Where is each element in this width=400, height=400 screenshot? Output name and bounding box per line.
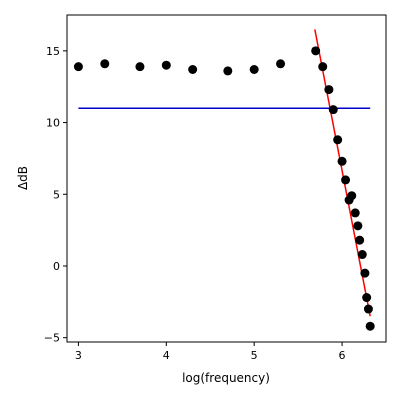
data-point: [161, 60, 171, 70]
data-point: [188, 65, 198, 74]
data-point: [318, 62, 328, 72]
data-point: [355, 235, 365, 245]
y-tick-label: 10: [46, 117, 60, 130]
data-point: [324, 85, 334, 95]
data-point: [365, 321, 375, 331]
x-tick-label: 4: [163, 349, 170, 362]
data-point: [276, 59, 286, 69]
data-point: [223, 66, 233, 76]
data-point: [353, 221, 363, 231]
data-point: [341, 175, 351, 185]
data-point: [333, 135, 343, 145]
y-axis-label: ΔdB: [16, 166, 30, 190]
data-point: [357, 250, 367, 260]
y-axis: −5 0 5 10 15: [44, 45, 67, 345]
x-tick-label: 5: [251, 349, 258, 362]
data-point: [311, 46, 321, 56]
plot-area: [73, 29, 375, 331]
y-tick-label: 0: [53, 260, 60, 273]
x-tick-label: 6: [339, 349, 346, 362]
x-axis: 3 4 5 6: [75, 342, 346, 362]
data-point: [100, 59, 110, 69]
x-axis-label: log(frequency): [182, 371, 270, 385]
data-point: [363, 304, 373, 314]
y-tick-label: −5: [44, 332, 60, 345]
x-tick-label: 3: [75, 349, 82, 362]
data-point: [337, 156, 347, 166]
data-point: [328, 105, 338, 115]
data-point: [350, 208, 360, 218]
data-point: [73, 62, 83, 72]
data-point: [362, 293, 372, 303]
data-point: [360, 268, 370, 278]
axes-frame: [66, 14, 387, 343]
data-point: [347, 191, 357, 201]
fit-line: [314, 29, 371, 317]
data-point: [249, 65, 259, 74]
data-point: [135, 62, 145, 72]
y-tick-label: 15: [46, 45, 60, 58]
y-tick-label: 5: [53, 188, 60, 201]
